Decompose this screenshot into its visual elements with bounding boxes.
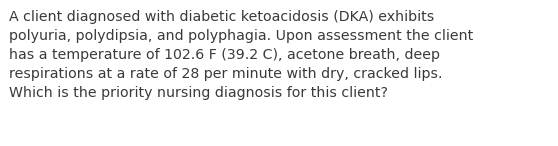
Text: A client diagnosed with diabetic ketoacidosis (DKA) exhibits
polyuria, polydipsi: A client diagnosed with diabetic ketoaci… <box>9 10 473 100</box>
